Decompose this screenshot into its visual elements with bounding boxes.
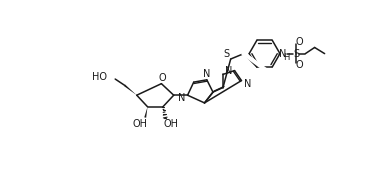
- Text: S: S: [224, 49, 230, 59]
- Text: N: N: [279, 49, 287, 59]
- Text: N: N: [179, 93, 186, 103]
- Text: O: O: [295, 37, 303, 47]
- Text: OH: OH: [132, 119, 147, 129]
- Text: OH: OH: [163, 119, 178, 129]
- Text: N: N: [225, 65, 232, 76]
- Polygon shape: [124, 84, 137, 95]
- Text: O: O: [295, 60, 303, 70]
- Text: HO: HO: [93, 73, 108, 82]
- Text: N: N: [244, 79, 251, 89]
- Text: N: N: [203, 69, 211, 79]
- Polygon shape: [245, 34, 303, 73]
- Text: S: S: [293, 49, 299, 59]
- Text: O: O: [158, 73, 166, 83]
- Polygon shape: [144, 107, 148, 118]
- Text: H: H: [283, 53, 289, 62]
